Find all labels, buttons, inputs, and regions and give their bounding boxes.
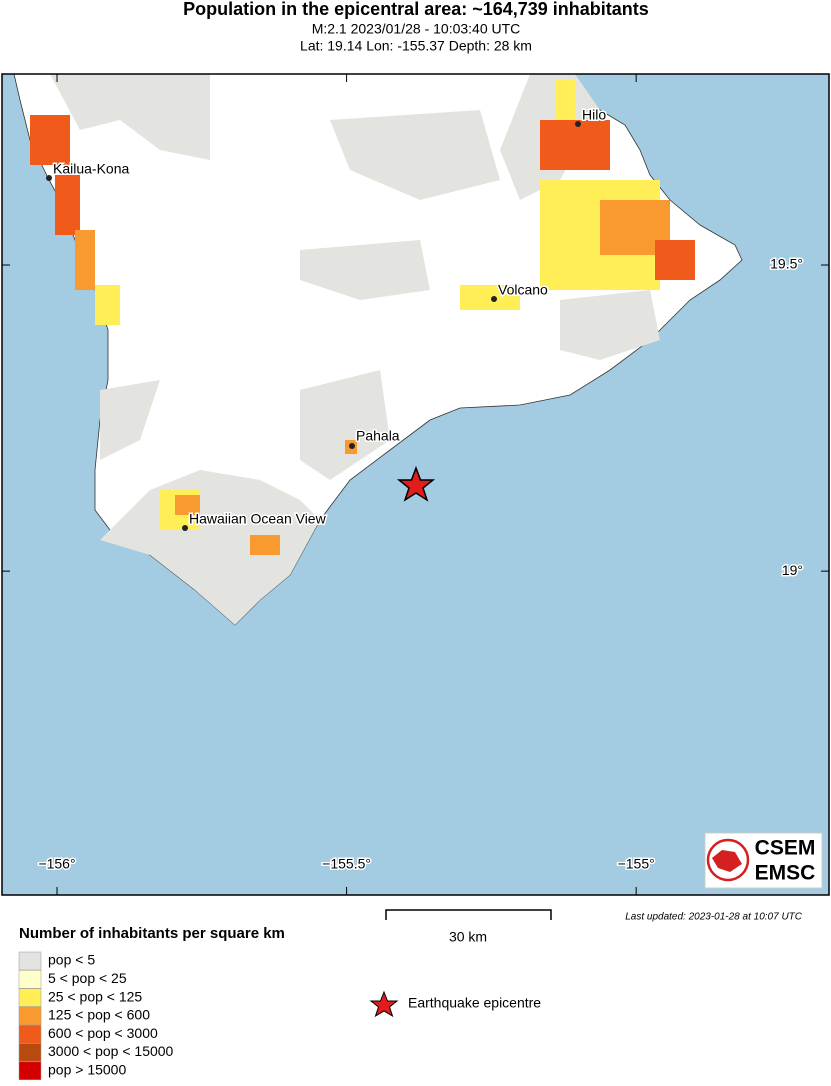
place-label: Hawaiian Ocean View bbox=[189, 511, 327, 527]
legend-swatch bbox=[18, 988, 42, 1007]
legend-label: pop > 15000 bbox=[48, 1062, 126, 1078]
lon-tick-label: −155° bbox=[618, 856, 655, 872]
last-updated: Last updated: 2023-01-28 at 10:07 UTC bbox=[625, 912, 803, 923]
place-dot bbox=[349, 443, 355, 449]
legend-swatch bbox=[18, 1061, 42, 1081]
lon-tick-label: −155.5° bbox=[322, 856, 371, 872]
ticks: −156° −155.5° −155° 19.5° 19° bbox=[2, 74, 829, 895]
place-dot bbox=[46, 175, 52, 181]
logo-land bbox=[712, 850, 742, 872]
epicentre-star bbox=[396, 465, 436, 502]
legend-label: 600 < pop < 3000 bbox=[48, 1025, 158, 1041]
legend-swatch bbox=[18, 951, 42, 971]
place-label: Hilo bbox=[582, 107, 606, 123]
populated-areas bbox=[30, 80, 695, 555]
place-dot bbox=[491, 296, 497, 302]
subtitle: Lat: 19.14 Lon: -155.37 Depth: 28 km bbox=[300, 38, 532, 54]
scale-bar: 30 km bbox=[385, 909, 552, 945]
scale-label: 30 km bbox=[449, 929, 487, 945]
places: Hilo Kailua-Kona Volcano Pahala Hawaiian… bbox=[46, 105, 608, 531]
legend-label: 25 < pop < 125 bbox=[48, 988, 142, 1004]
place-dot bbox=[575, 121, 581, 127]
place-label: Volcano bbox=[498, 282, 548, 298]
scale-line bbox=[385, 909, 552, 920]
lat-tick-label: 19.5° bbox=[770, 256, 803, 272]
subtitle: M:2.1 2023/01/28 - 10:03:40 UTC bbox=[312, 21, 521, 37]
logo-text: EMSC bbox=[755, 862, 816, 885]
legend-swatch bbox=[18, 1043, 42, 1062]
logo-text: CSEM bbox=[755, 837, 816, 860]
logo: CSEM EMSC bbox=[704, 832, 823, 889]
legend-label: 125 < pop < 600 bbox=[48, 1007, 150, 1023]
legend-swatch bbox=[18, 1024, 42, 1044]
legend: pop < 5 5 < pop < 25 25 < pop < 125 125 < p… bbox=[18, 951, 174, 1081]
place-label: Kailua-Kona bbox=[53, 161, 129, 177]
legend-star bbox=[369, 990, 399, 1018]
legend-label: pop < 5 bbox=[48, 952, 95, 968]
map-frame bbox=[1, 73, 830, 896]
legend-swatch bbox=[18, 1006, 42, 1026]
legend-label: 5 < pop < 25 bbox=[48, 970, 127, 986]
lon-tick-label: −156° bbox=[38, 856, 75, 872]
title: Population in the epicentral area: ~164,… bbox=[183, 0, 649, 19]
low-density-areas bbox=[50, 74, 660, 625]
map: Hilo Kailua-Kona Volcano Pahala Hawaiian… bbox=[1, 73, 830, 896]
logo-globe bbox=[706, 838, 750, 882]
place-dot bbox=[182, 525, 188, 531]
legend-epicentre: Earthquake epicentre bbox=[408, 995, 541, 1011]
place-label: Pahala bbox=[356, 428, 400, 444]
legend-swatch bbox=[18, 970, 42, 989]
lat-tick-label: 19° bbox=[782, 562, 803, 578]
legend-title: Number of inhabitants per square km bbox=[19, 925, 285, 942]
legend-label: 3000 < pop < 15000 bbox=[48, 1043, 174, 1059]
